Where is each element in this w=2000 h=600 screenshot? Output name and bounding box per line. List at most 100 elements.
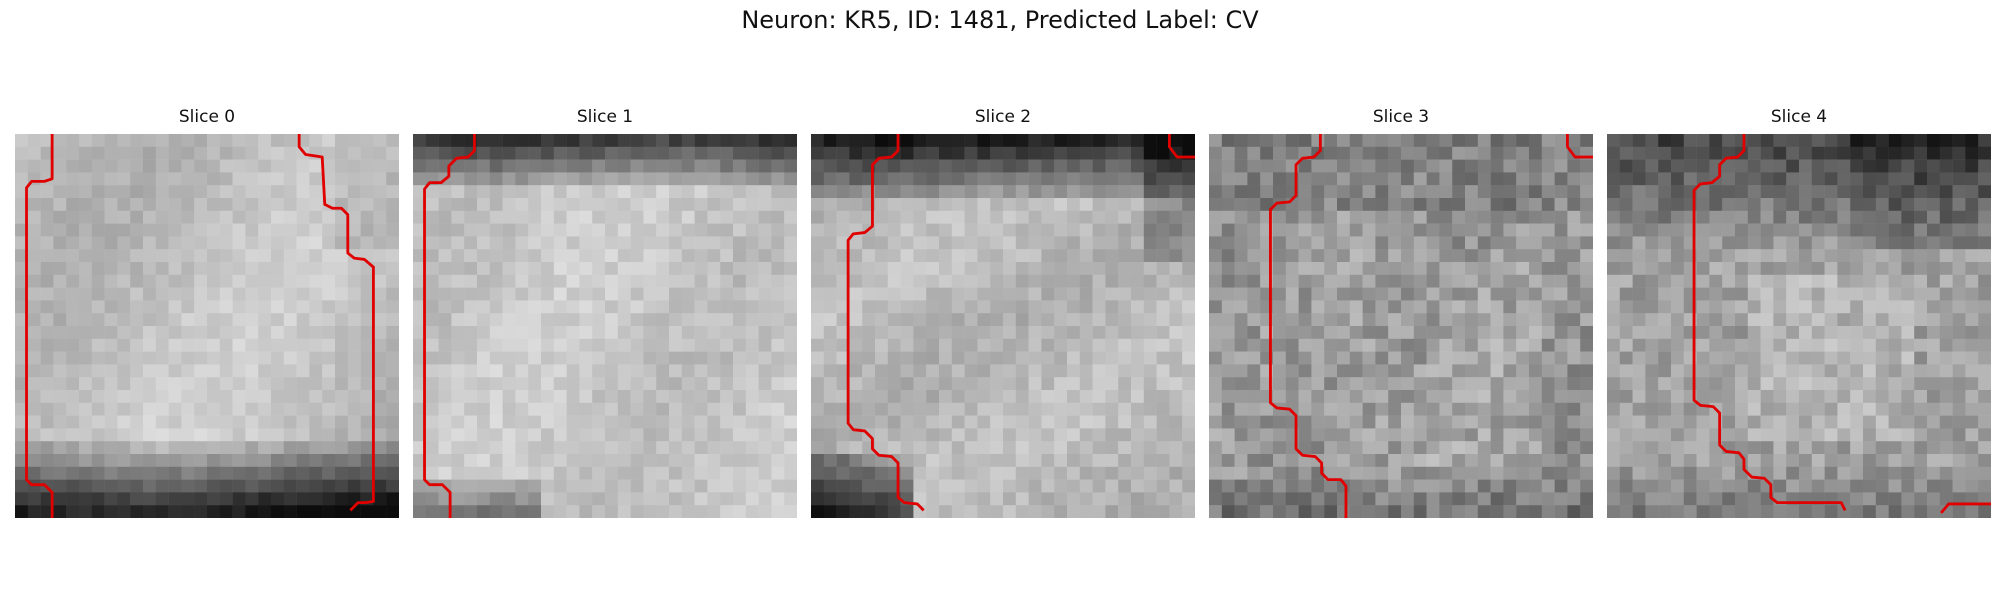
pixel <box>1041 146 1055 160</box>
pixel <box>104 428 118 442</box>
pixel <box>579 505 593 518</box>
pixel <box>669 313 683 327</box>
pixel <box>40 377 54 391</box>
pixel <box>592 364 606 378</box>
pixel <box>1580 390 1593 404</box>
pixel <box>1516 249 1530 263</box>
pixel <box>79 428 93 442</box>
pixel <box>1324 377 1338 391</box>
pixel <box>1773 505 1787 518</box>
pixel <box>541 415 555 429</box>
pixel <box>1015 287 1029 301</box>
pixel <box>1015 262 1029 276</box>
pixel <box>1760 402 1774 416</box>
pixel <box>1041 210 1055 224</box>
pixel <box>1837 287 1851 301</box>
pixel <box>1477 390 1491 404</box>
pixel <box>823 415 837 429</box>
pixel <box>1952 428 1966 442</box>
pixel <box>1311 441 1325 455</box>
pixel <box>720 210 734 224</box>
pixel <box>1477 287 1491 301</box>
pixel <box>1671 300 1685 314</box>
pixel <box>1131 249 1145 263</box>
pixel <box>1092 223 1106 237</box>
pixel <box>91 172 105 186</box>
pixel <box>1156 402 1170 416</box>
pixel <box>707 249 721 263</box>
pixel <box>322 492 336 506</box>
pixel <box>694 428 708 442</box>
pixel <box>1863 249 1877 263</box>
pixel <box>913 287 927 301</box>
pixel <box>1927 287 1941 301</box>
pixel <box>464 287 478 301</box>
pixel <box>117 390 131 404</box>
pixel <box>875 479 889 493</box>
pixel <box>1799 351 1813 365</box>
pixel <box>849 172 863 186</box>
pixel <box>926 454 940 468</box>
pixel <box>1349 402 1363 416</box>
pixel <box>1952 134 1966 148</box>
pixel <box>1143 185 1157 199</box>
pixel <box>900 198 914 212</box>
pixel <box>168 492 182 506</box>
pixel <box>1003 377 1017 391</box>
pixel <box>1324 505 1338 518</box>
pixel <box>681 274 695 288</box>
pixel <box>477 351 491 365</box>
pixel <box>245 287 259 301</box>
pixel <box>1375 198 1389 212</box>
pixel <box>1337 313 1351 327</box>
pixel <box>477 428 491 442</box>
pixel <box>335 300 349 314</box>
pixel <box>1939 390 1953 404</box>
pixel <box>566 300 580 314</box>
pixel <box>707 134 721 148</box>
pixel <box>15 198 29 212</box>
pixel <box>27 146 41 160</box>
pixel <box>1927 364 1941 378</box>
pixel <box>1773 185 1787 199</box>
slice-panel-0: Slice 0 <box>15 106 399 518</box>
pixel <box>643 223 657 237</box>
pixel <box>1452 364 1466 378</box>
pixel <box>1156 441 1170 455</box>
pixel <box>617 441 631 455</box>
pixel <box>1426 428 1440 442</box>
pixel <box>1607 249 1621 263</box>
pixel <box>1837 249 1851 263</box>
pixel <box>1054 134 1068 148</box>
pixel <box>1619 146 1633 160</box>
pixel <box>66 223 80 237</box>
pixel <box>53 466 67 480</box>
pixel <box>283 146 297 160</box>
pixel <box>913 210 927 224</box>
pixel <box>990 454 1004 468</box>
pixel <box>1388 454 1402 468</box>
pixel <box>130 466 144 480</box>
pixel <box>1529 364 1543 378</box>
pixel <box>207 402 221 416</box>
pixel <box>1349 236 1363 250</box>
pixel <box>373 492 387 506</box>
pixel <box>130 287 144 301</box>
pixel <box>1773 377 1787 391</box>
pixel <box>900 402 914 416</box>
pixel <box>15 313 29 327</box>
pixel <box>951 505 965 518</box>
pixel <box>258 210 272 224</box>
pixel <box>309 172 323 186</box>
pixel <box>592 466 606 480</box>
pixel <box>1054 236 1068 250</box>
pixel <box>1324 134 1338 148</box>
pixel <box>1735 274 1749 288</box>
pixel <box>528 454 542 468</box>
pixel <box>977 210 991 224</box>
pixel <box>1952 326 1966 340</box>
pixel <box>1439 236 1453 250</box>
pixel <box>271 351 285 365</box>
pixel <box>1658 338 1672 352</box>
pixel <box>1028 223 1042 237</box>
